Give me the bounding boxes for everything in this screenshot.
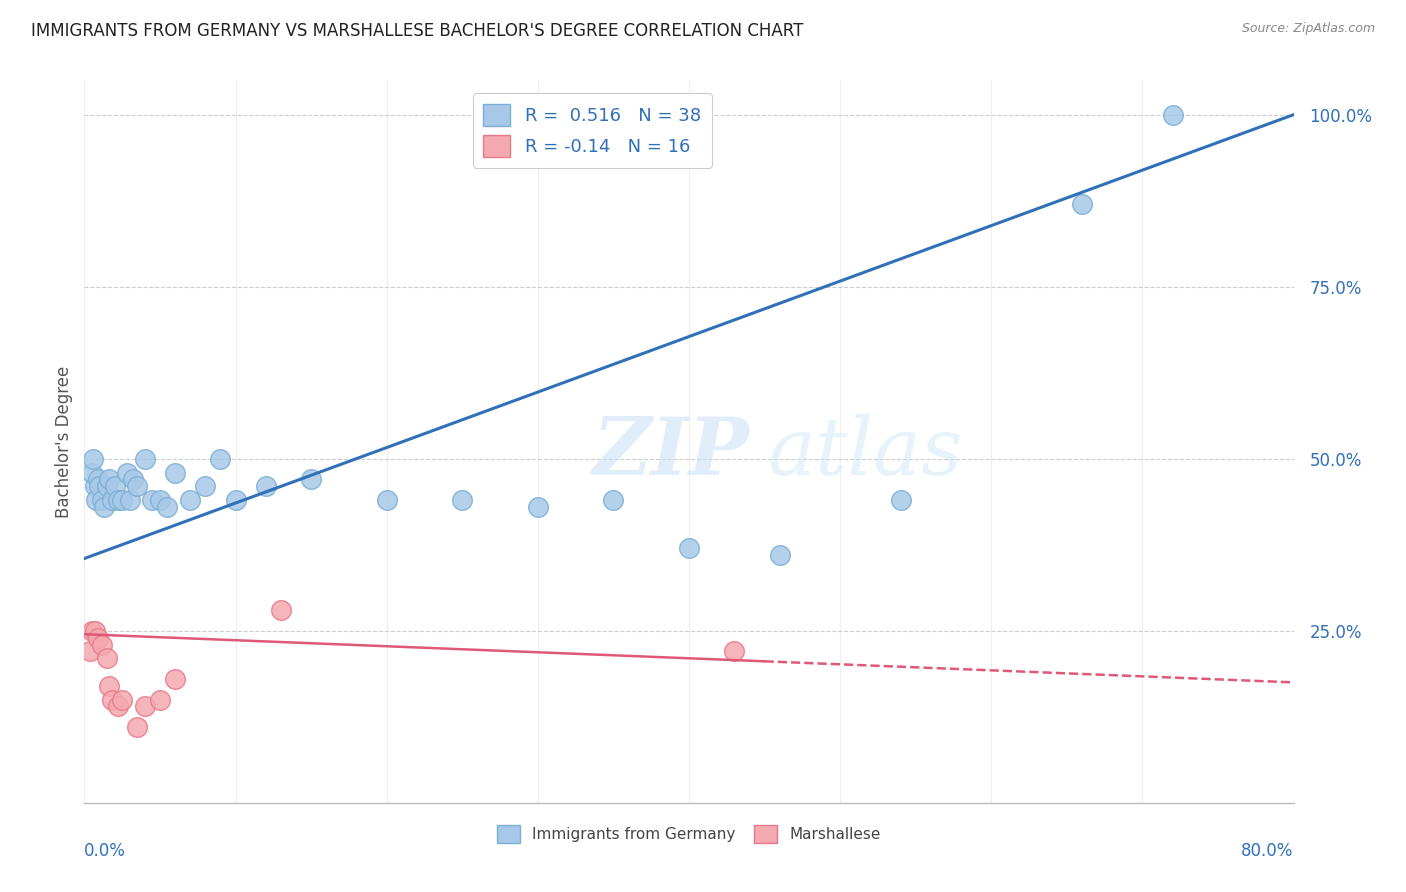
Point [141,493,163,508]
Point [451,493,474,508]
Point [97,472,120,486]
Point [111,692,134,706]
Point [127,720,149,734]
Point [1161,108,1184,122]
Point [179,493,201,508]
Point [87,472,110,486]
Point [890,493,912,508]
Legend: Immigrants from Germany, Marshallese: Immigrants from Germany, Marshallese [491,819,887,849]
Point [91,493,114,508]
Text: IMMIGRANTS FROM GERMANY VS MARSHALLESE BACHELOR'S DEGREE CORRELATION CHART: IMMIGRANTS FROM GERMANY VS MARSHALLESE B… [31,22,803,40]
Point [209,451,232,466]
Point [165,466,187,480]
Point [87,631,110,645]
Point [375,493,398,508]
Point [80,624,103,638]
Point [134,699,156,714]
Point [118,493,141,508]
Text: Source: ZipAtlas.com: Source: ZipAtlas.com [1241,22,1375,36]
Point [100,493,122,508]
Point [79,644,101,658]
Text: 0.0%: 0.0% [84,842,127,860]
Point [80,466,103,480]
Point [149,692,172,706]
Point [96,651,118,665]
Point [84,624,107,638]
Point [100,692,122,706]
Text: 80.0%: 80.0% [1241,842,1294,860]
Point [111,493,134,508]
Point [149,493,172,508]
Point [678,541,700,556]
Y-axis label: Bachelor's Degree: Bachelor's Degree [55,366,73,517]
Point [723,644,745,658]
Text: atlas: atlas [768,414,963,491]
Point [254,479,277,493]
Point [104,479,127,493]
Point [127,479,149,493]
Point [96,479,118,493]
Point [107,699,129,714]
Point [107,493,129,508]
Point [1071,197,1094,211]
Point [121,472,143,486]
Point [769,548,792,562]
Point [602,493,624,508]
Point [225,493,247,508]
Point [527,500,550,514]
Point [115,466,138,480]
Point [194,479,217,493]
Point [270,603,292,617]
Point [93,500,115,514]
Point [134,451,156,466]
Point [165,672,187,686]
Point [82,451,104,466]
Point [299,472,322,486]
Point [97,679,120,693]
Point [84,479,107,493]
Text: ZIP: ZIP [592,414,749,491]
Point [89,479,111,493]
Point [91,638,114,652]
Point [156,500,179,514]
Point [86,493,108,508]
